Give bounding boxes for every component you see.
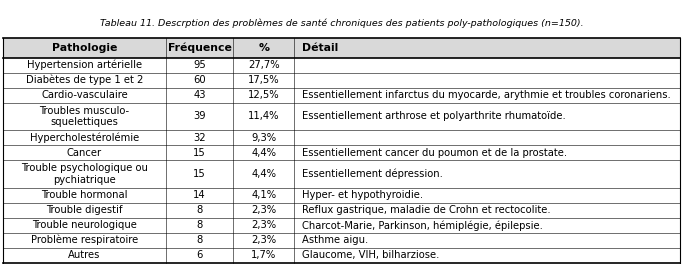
Text: 2,3%: 2,3% [251, 220, 277, 230]
Text: 12,5%: 12,5% [248, 90, 279, 100]
Text: Tableau 11. Descrption des problèmes de santé chroniques des patients poly-patho: Tableau 11. Descrption des problèmes de … [100, 19, 583, 28]
Text: Glaucome, VIH, bilharziose.: Glaucome, VIH, bilharziose. [302, 250, 439, 260]
Text: Fréquence: Fréquence [167, 43, 232, 53]
Bar [166, 38, 234, 58]
Text: Hyper- et hypothyroidie.: Hyper- et hypothyroidie. [302, 190, 423, 200]
Bar [3, 38, 166, 58]
Text: Troubles musculo-
squelettiques: Troubles musculo- squelettiques [40, 106, 130, 127]
Text: 9,3%: 9,3% [251, 133, 277, 143]
Text: Hypertension artérielle: Hypertension artérielle [27, 60, 142, 70]
Bar [234, 38, 294, 58]
Text: Pathologie: Pathologie [52, 43, 117, 53]
Text: 4,1%: 4,1% [251, 190, 277, 200]
Text: 43: 43 [193, 90, 206, 100]
Text: 1,7%: 1,7% [251, 250, 277, 260]
Text: 39: 39 [193, 111, 206, 121]
Text: 32: 32 [193, 133, 206, 143]
Text: Essentiellement arthrose et polyarthrite rhumatoïde.: Essentiellement arthrose et polyarthrite… [302, 111, 566, 121]
Text: Trouble neurologique: Trouble neurologique [32, 220, 137, 230]
Text: 2,3%: 2,3% [251, 235, 277, 245]
Text: 8: 8 [197, 220, 203, 230]
Bar [294, 38, 680, 58]
Text: 95: 95 [193, 60, 206, 70]
Text: Trouble psychologique ou
pychiatrique: Trouble psychologique ou pychiatrique [21, 163, 148, 185]
Text: Essentiellement infarctus du myocarde, arythmie et troubles coronariens.: Essentiellement infarctus du myocarde, a… [302, 90, 671, 100]
Text: 15: 15 [193, 169, 206, 179]
Text: 8: 8 [197, 205, 203, 215]
Text: Reflux gastrique, maladie de Crohn et rectocolite.: Reflux gastrique, maladie de Crohn et re… [302, 205, 550, 215]
Text: 15: 15 [193, 148, 206, 158]
Text: Hypercholestérolémie: Hypercholestérolémie [30, 133, 139, 143]
Text: Trouble digestif: Trouble digestif [46, 205, 123, 215]
Text: Détail: Détail [302, 43, 338, 53]
Text: 11,4%: 11,4% [248, 111, 279, 121]
Text: 27,7%: 27,7% [248, 60, 279, 70]
Text: 17,5%: 17,5% [248, 75, 279, 85]
Text: Charcot-Marie, Parkinson, hémiplégie, épilepsie.: Charcot-Marie, Parkinson, hémiplégie, ép… [302, 220, 543, 230]
Text: Diabètes de type 1 et 2: Diabètes de type 1 et 2 [26, 75, 143, 85]
Text: 2,3%: 2,3% [251, 205, 277, 215]
Text: 4,4%: 4,4% [251, 148, 276, 158]
Text: 14: 14 [193, 190, 206, 200]
Text: Essentiellement dépression.: Essentiellement dépression. [302, 169, 443, 179]
Text: 6: 6 [196, 250, 203, 260]
Text: 4,4%: 4,4% [251, 169, 276, 179]
Text: Asthme aigu.: Asthme aigu. [302, 235, 368, 245]
Text: Essentiellement cancer du poumon et de la prostate.: Essentiellement cancer du poumon et de l… [302, 148, 567, 158]
Text: Autres: Autres [68, 250, 101, 260]
Text: 8: 8 [197, 235, 203, 245]
Text: %: % [258, 43, 269, 53]
Text: 60: 60 [193, 75, 206, 85]
Text: Problème respiratoire: Problème respiratoire [31, 235, 138, 246]
Text: Trouble hormonal: Trouble hormonal [41, 190, 128, 200]
Text: Cardio-vasculaire: Cardio-vasculaire [41, 90, 128, 100]
Text: Cancer: Cancer [67, 148, 102, 158]
